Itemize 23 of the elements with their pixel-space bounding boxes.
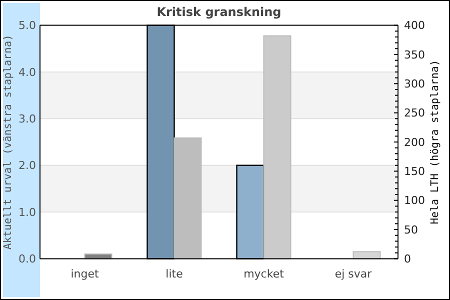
y2-tick-label: 300 [404,78,425,90]
y-tick-label: 5.0 [18,19,36,32]
x-tick-label: lite [166,268,184,281]
y-tick-label: 2.0 [18,159,36,172]
x-tick-label: ej svar [334,268,372,281]
y2-tick-label: 350 [404,48,425,62]
y2-tick-label: 50 [404,223,418,236]
y2-tick-label: 250 [404,106,425,120]
y2-tick-label: 400 [404,19,425,32]
y2-axis-title: Hela LTH (högra staplarna) [429,60,441,224]
y2-tick-label: 150 [404,165,425,178]
x-tick-label: inget [70,268,100,281]
x-tick-label: mycket [244,268,285,281]
y-tick-label: 0.0 [18,252,36,266]
chart-title: Kritisk granskning [156,5,282,19]
y2-tick-label: 0 [404,252,411,266]
y2-tick-label: 200 [404,136,425,149]
y-axis-title: Aktuellt urval (vänstra staplarna) [2,34,14,250]
y2-tick-label: 100 [404,194,425,208]
bar [263,35,292,260]
y-tick-label: 4.0 [18,66,36,79]
y-tick-label: 1.0 [18,206,36,219]
y-tick-label: 3.0 [18,112,36,126]
